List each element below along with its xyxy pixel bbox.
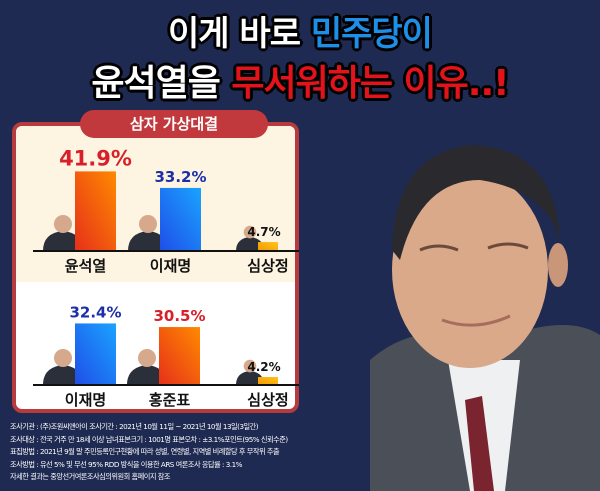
category-label: 심상정 (247, 391, 288, 409)
candidate-photo-face (54, 215, 72, 233)
poll-section-1-background (16, 126, 295, 282)
bar-윤석열 (75, 171, 116, 251)
candidate-photo (236, 237, 264, 251)
survey-methodology-notes: 조사기관 : (주)조원씨앤아이 조사기간 : 2021년 10월 11일 ~ … (10, 421, 288, 484)
headline-highlight-blue: 민주당이 (310, 14, 433, 54)
category-label: 심상정 (247, 257, 288, 275)
value-label: 41.9% (59, 146, 132, 170)
value-label: 30.5% (153, 307, 205, 325)
headline-line-1: 이게 바로 민주당이 (0, 6, 600, 55)
candidate-photo-face (54, 349, 72, 367)
candidate-photo-face (138, 349, 156, 367)
headline-text: 이게 바로 (168, 14, 311, 54)
headline-line-2: 윤석열을 무서워하는 이유..! (0, 54, 600, 106)
bar-이재명 (160, 187, 201, 251)
category-label: 이재명 (150, 257, 191, 275)
value-label: 33.2% (154, 168, 206, 186)
footnote-line: 조사방법 : 유선 5% 및 무선 95% RDD 방식을 이용한 ARS 여론… (10, 459, 242, 469)
footnote-line: 조사기관 : (주)조원씨앤아이 조사기간 : 2021년 10월 11일 ~ … (10, 422, 259, 431)
category-label: 윤석열 (65, 257, 106, 275)
category-label: 홍준표 (149, 391, 191, 409)
value-label: 4.2% (247, 360, 280, 374)
headline-highlight-red: 무서워하는 이유..! (231, 63, 509, 104)
candidate-photo (236, 371, 264, 385)
candidate-photo-face (139, 215, 157, 233)
footnote-line: 표집방법 : 2021년 9월 말 주민등록인구현황에 따라 성별, 연령별, … (10, 447, 280, 456)
candidate-photo-face (243, 225, 257, 239)
category-label: 이재명 (65, 391, 106, 409)
candidate-photo (43, 231, 83, 251)
headline-text: 윤석열을 (91, 63, 232, 104)
value-label: 32.4% (69, 303, 121, 321)
value-label: 4.7% (247, 225, 280, 239)
candidate-photo (127, 365, 167, 385)
bar-홍준표 (159, 327, 200, 385)
footnote-line: 조사대상 : 전국 거주 만 18세 이상 남녀표본크기 : 1001명 표본오… (10, 434, 288, 444)
bar-심상정 (258, 377, 278, 385)
bar-심상정 (258, 242, 278, 251)
candidate-photo (43, 365, 83, 385)
bar-이재명 (75, 323, 116, 385)
candidate-photo-face (243, 359, 257, 373)
footnote-line: 자세한 결과는 중앙선거여론조사심의위원회 홈페이지 참조 (10, 472, 170, 481)
poll-title-badge: 삼자 가상대결 (80, 110, 268, 138)
candidate-portrait (370, 145, 600, 491)
candidate-photo (128, 231, 168, 251)
